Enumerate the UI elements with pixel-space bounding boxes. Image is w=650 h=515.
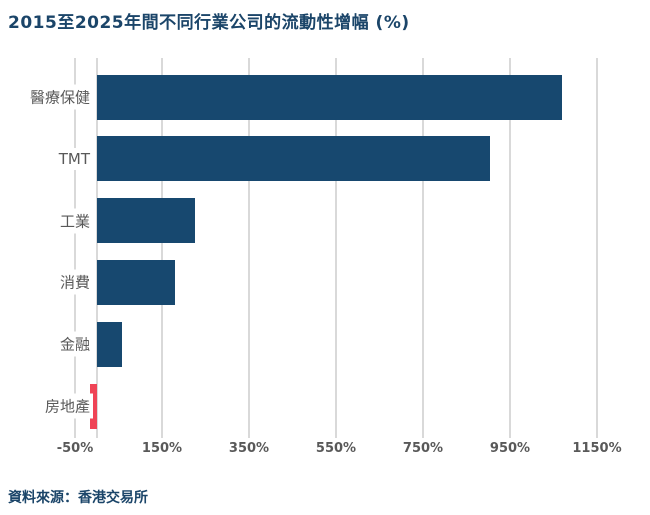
- x-tick-label: 550%: [315, 441, 357, 456]
- x-tick-label: 350%: [228, 441, 270, 456]
- gridline: [335, 58, 337, 438]
- bar-金融: [96, 321, 122, 367]
- gridline: [422, 58, 424, 438]
- chart-title: 2015至2025年間不同行業公司的流動性增幅 (%): [8, 13, 410, 33]
- gridline: [596, 58, 598, 438]
- category-label-工業: 工業: [56, 208, 93, 234]
- bar-TMT: [96, 136, 491, 182]
- category-label-房地產: 房地產: [41, 393, 93, 419]
- gridline: [248, 58, 250, 438]
- x-tick-label: 150%: [141, 441, 183, 456]
- gridline: [509, 58, 511, 438]
- bar-房地產: [89, 383, 97, 429]
- category-label-TMT: TMT: [55, 147, 93, 170]
- bar-醫療保健: [96, 74, 563, 120]
- bar-工業: [96, 198, 195, 244]
- x-tick-label: 1150%: [572, 441, 622, 456]
- gridline: [74, 58, 76, 438]
- bar-消費: [96, 259, 176, 305]
- x-tick-label: 750%: [402, 441, 444, 456]
- gridline: [161, 58, 163, 438]
- category-label-醫療保健: 醫療保健: [26, 84, 93, 110]
- category-label-金融: 金融: [56, 331, 93, 357]
- x-tick-label: -50%: [56, 441, 94, 456]
- category-label-消費: 消費: [56, 269, 93, 295]
- source-note: 資料來源：香港交易所: [8, 490, 148, 506]
- zero-baseline: [95, 58, 98, 438]
- x-tick-label: 950%: [489, 441, 531, 456]
